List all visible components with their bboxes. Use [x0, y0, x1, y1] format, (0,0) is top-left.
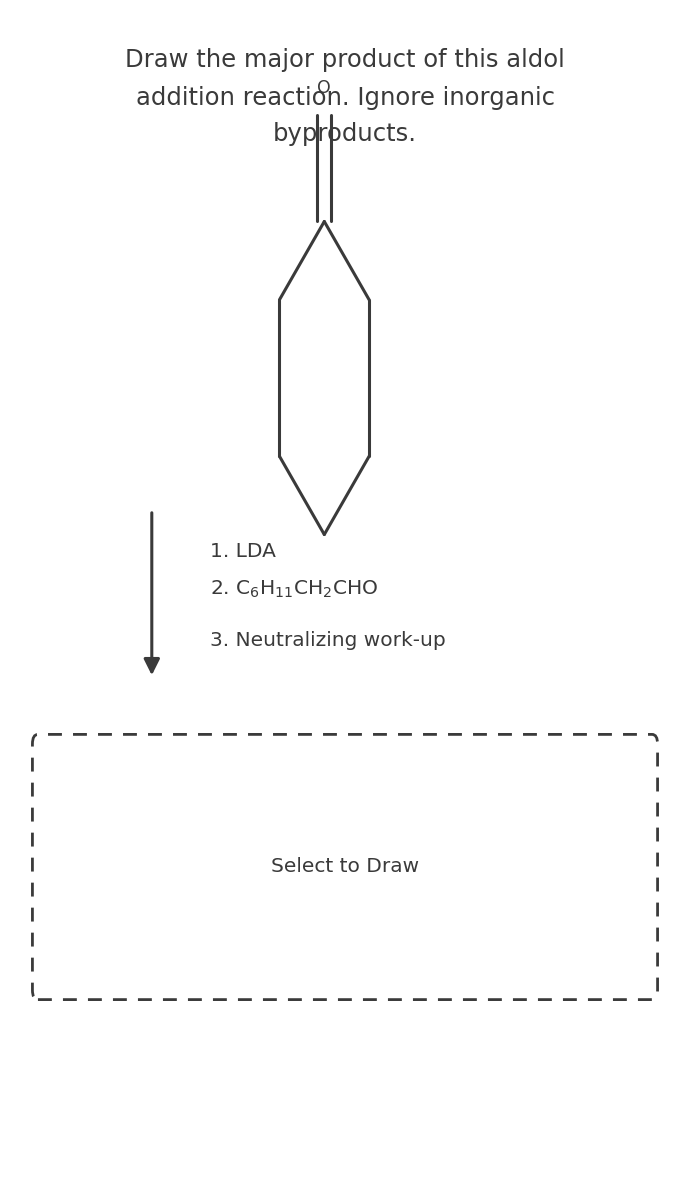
Text: 2. C$_6$H$_{11}$CH$_2$CHO: 2. C$_6$H$_{11}$CH$_2$CHO [210, 578, 378, 600]
Text: addition reaction. Ignore inorganic: addition reaction. Ignore inorganic [135, 86, 555, 110]
Text: byproducts.: byproducts. [273, 122, 417, 146]
Text: Draw the major product of this aldol: Draw the major product of this aldol [125, 48, 565, 72]
Text: 3. Neutralizing work-up: 3. Neutralizing work-up [210, 631, 446, 650]
Text: 1. LDA: 1. LDA [210, 542, 276, 562]
Text: O: O [317, 79, 331, 97]
Text: Select to Draw: Select to Draw [271, 858, 419, 876]
